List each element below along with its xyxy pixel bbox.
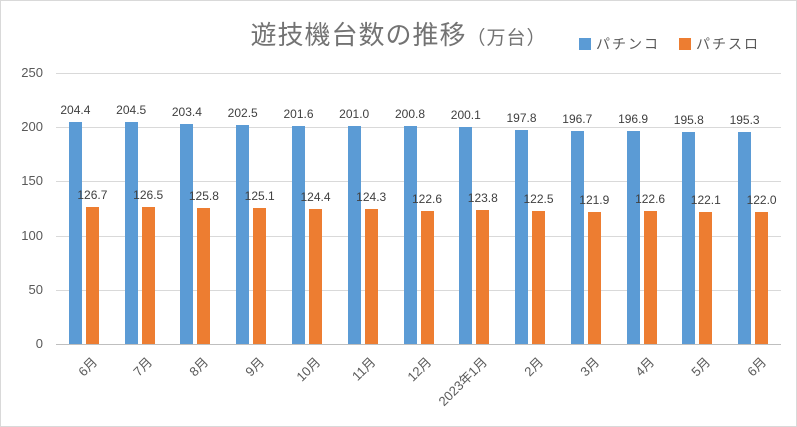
data-label-pachinko: 196.7 <box>562 111 593 126</box>
legend-item-pachislot: パチスロ <box>679 34 760 54</box>
data-label-pachinko: 197.8 <box>506 110 537 125</box>
gridline <box>56 181 781 182</box>
data-label-pachinko: 202.5 <box>227 105 258 120</box>
bar-pachinko <box>68 122 82 344</box>
bar-pachislot <box>85 206 99 344</box>
x-axis-label: 6月 <box>74 354 100 380</box>
x-axis-label: 2023年1月 <box>435 354 491 409</box>
x-axis-label: 4月 <box>632 354 658 380</box>
data-label-pachislot: 125.1 <box>244 189 275 204</box>
bar-pachinko <box>236 124 250 344</box>
x-axis-label: 10月 <box>292 354 323 385</box>
y-axis-label: 150 <box>21 173 43 188</box>
bar-pachinko <box>626 130 640 344</box>
bar-pachislot <box>253 208 267 344</box>
bar-pachinko <box>682 131 696 344</box>
bar-pachislot <box>643 211 657 344</box>
gridline <box>56 236 781 237</box>
x-axis-label: 11月 <box>349 354 379 384</box>
y-axis-label: 0 <box>35 336 43 351</box>
bar-pachislot <box>476 209 490 344</box>
x-axis-label: 5月 <box>688 354 714 380</box>
data-label-pachislot: 124.3 <box>356 190 387 205</box>
bar-pachislot <box>587 211 601 344</box>
data-label-pachislot: 126.7 <box>77 187 108 202</box>
bar-pachislot <box>755 211 769 344</box>
gridline <box>56 127 781 128</box>
bar-pachislot <box>309 209 322 344</box>
y-axis-label: 250 <box>21 65 43 80</box>
legend-swatch-pachinko-icon <box>579 38 591 50</box>
x-axis-label: 7月 <box>130 354 156 380</box>
data-label-pachislot: 124.4 <box>300 190 331 205</box>
legend-label-pachinko: パチンコ <box>596 36 660 52</box>
bar-pachinko <box>738 132 752 344</box>
data-label-pachislot: 126.5 <box>133 187 164 202</box>
x-axis-line <box>56 344 781 345</box>
data-label-pachinko: 200.8 <box>394 107 426 122</box>
bar-pachinko <box>403 126 417 344</box>
data-label-pachislot: 122.0 <box>746 192 777 207</box>
data-label-pachislot: 122.1 <box>690 192 721 207</box>
bar-pachislot <box>197 207 211 344</box>
x-axis-label: 2月 <box>520 354 546 380</box>
bar-pachinko <box>347 126 361 344</box>
legend-item-pachinko: パチンコ <box>579 34 660 54</box>
data-label-pachislot: 123.8 <box>467 190 498 205</box>
data-label-pachinko: 201.0 <box>339 107 370 122</box>
bar-pachinko <box>292 125 305 344</box>
data-label-pachinko: 200.1 <box>450 108 481 123</box>
x-axis-label: 9月 <box>242 354 268 380</box>
gridline <box>56 290 781 291</box>
data-label-pachislot: 122.5 <box>523 192 554 207</box>
chart-title-text: 遊技機台数の推移 <box>250 20 467 50</box>
x-axis-label: 3月 <box>576 354 602 380</box>
bar-pachinko <box>570 130 584 344</box>
data-label-pachinko: 196.9 <box>618 111 649 126</box>
bar-pachinko <box>180 123 194 344</box>
x-axis-label: 8月 <box>186 354 212 380</box>
legend-label-pachislot: パチスロ <box>696 36 760 52</box>
bar-pachislot <box>699 211 713 344</box>
data-label-pachislot: 122.6 <box>635 192 666 207</box>
x-axis-label: 12月 <box>404 354 435 385</box>
x-axis-label: 6月 <box>744 354 770 380</box>
data-label-pachinko: 195.3 <box>729 113 760 128</box>
bar-pachislot <box>532 211 545 344</box>
data-label-pachinko: 195.8 <box>673 112 704 127</box>
bar-pachinko <box>124 122 138 344</box>
chart-title: 遊技機台数の推移（万台） <box>1 15 796 52</box>
legend: パチンコ パチスロ <box>579 34 760 54</box>
data-label-pachinko: 204.4 <box>60 103 91 118</box>
chart-title-unit: （万台） <box>466 28 547 49</box>
legend-swatch-pachislot-icon <box>679 38 691 50</box>
bar-pachislot <box>141 206 155 344</box>
gridline <box>56 73 781 74</box>
bar-pachislot <box>420 211 434 344</box>
y-axis-label: 200 <box>21 119 43 134</box>
data-label-pachislot: 121.9 <box>579 192 610 207</box>
bar-pachinko <box>515 129 528 344</box>
y-axis-label: 50 <box>28 282 43 297</box>
data-label-pachislot: 122.6 <box>411 192 443 207</box>
data-label-pachinko: 201.6 <box>283 106 314 121</box>
bar-pachinko <box>459 127 473 344</box>
data-label-pachislot: 125.8 <box>188 188 219 203</box>
data-label-pachinko: 204.5 <box>116 103 147 118</box>
bar-pachislot <box>364 209 378 344</box>
y-axis-label: 100 <box>21 228 43 243</box>
data-label-pachinko: 203.4 <box>171 104 202 119</box>
